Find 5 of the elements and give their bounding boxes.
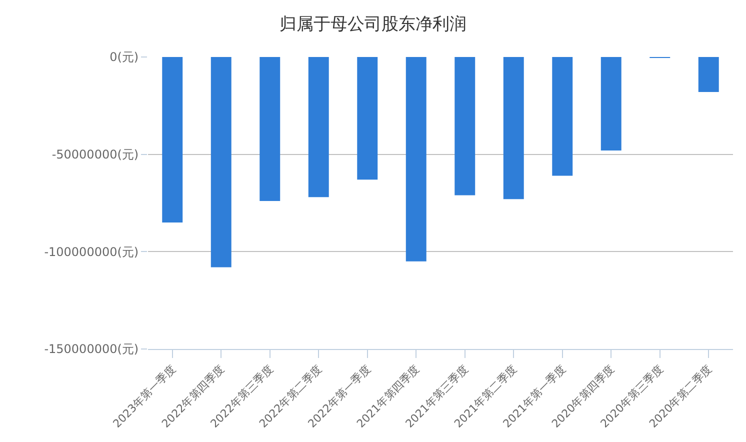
y-tick-label: -100000000(元): [44, 244, 139, 259]
y-tick-label: -50000000(元): [52, 148, 139, 162]
chart-title: 归属于母公司股东净利润: [280, 14, 466, 35]
y-tick-label: 0(元): [110, 50, 139, 64]
y-tick-label: -150000000(元): [44, 342, 139, 356]
